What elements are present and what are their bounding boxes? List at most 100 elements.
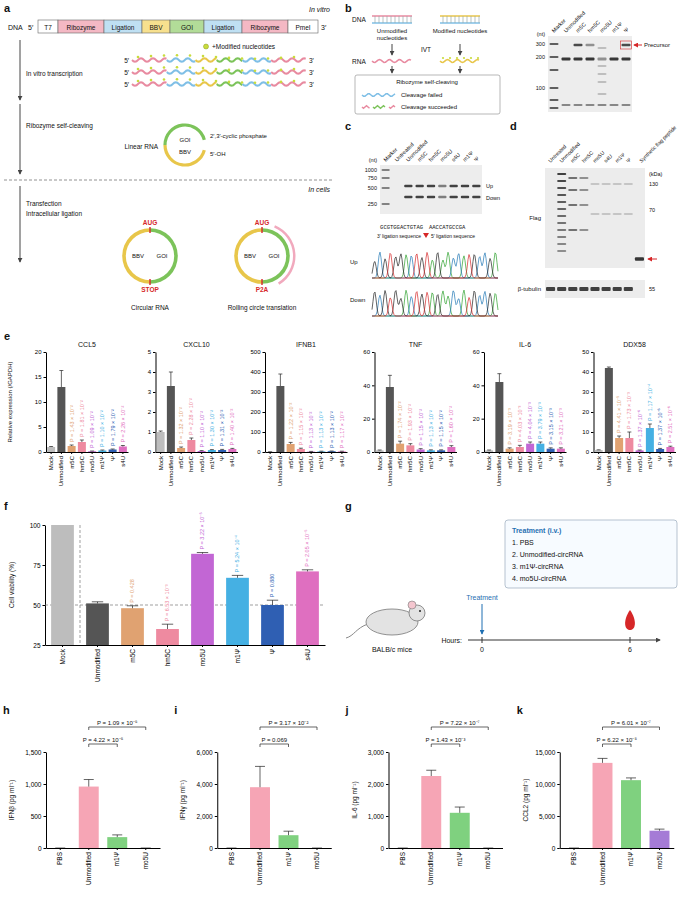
error-bar: [55, 848, 65, 849]
y-axis-line: [45, 526, 46, 646]
dna-strand: [440, 22, 480, 23]
x-tick-mark: [272, 645, 273, 647]
y-tick-label: 20: [363, 416, 370, 422]
lane-label: Ψ: [473, 155, 481, 163]
text-line: Modified nucleotides: [433, 28, 488, 34]
x-tick-label: hm5C: [79, 455, 85, 472]
x-tick-label: m5C: [507, 455, 513, 468]
p-value: P = 6.22 × 10⁻⁵: [597, 737, 638, 743]
y-tick: 0: [380, 845, 388, 852]
x-tick: Ψ: [110, 452, 116, 461]
x-tick-label: Mock: [377, 455, 383, 470]
error-bar: [429, 449, 433, 451]
x-axis-line: [560, 848, 674, 849]
bar: [485, 450, 493, 452]
y-tick-label: 5,000: [539, 813, 556, 820]
rna-strand: [196, 82, 217, 86]
time-tick: [482, 637, 483, 643]
p-value: P = 1.32 × 10⁻²: [178, 407, 184, 444]
gel-band: [461, 196, 469, 199]
modified-nucleotide: [293, 68, 296, 71]
label: BBV: [132, 253, 144, 259]
gel-band: [586, 104, 595, 106]
error-bar: [330, 451, 334, 452]
error-bar: [597, 449, 601, 450]
bar-chart: 01,0002,0003,000PBSUnmodifiedm1Ψmo5UIL-6…: [351, 720, 504, 885]
x-tick-mark: [560, 452, 561, 454]
arrow: [20, 186, 21, 262]
y-tick-mark: [43, 565, 46, 566]
modified-nucleotide: [267, 69, 270, 72]
bar: [376, 450, 384, 452]
y-tick-mark: [215, 816, 218, 817]
x-axis-line: [47, 452, 129, 453]
gel-band: [427, 196, 435, 199]
gel-band: [613, 183, 622, 185]
gel-band: [579, 189, 588, 191]
x-tick: Unmodified: [496, 452, 502, 486]
label: Cleavage succeeded: [401, 104, 457, 110]
plot-marks: [227, 766, 322, 848]
y-tick: 100: [250, 429, 265, 435]
label: 3′: [309, 69, 315, 76]
y-tick: 0: [552, 845, 560, 852]
p-value: P = 3.22 × 10⁻⁵: [199, 512, 205, 549]
size-label: 70: [649, 207, 655, 213]
x-tick-mark: [389, 452, 390, 454]
x-tick-mark: [639, 452, 640, 454]
y-tick-label: 60: [473, 349, 480, 355]
bar: [615, 438, 623, 452]
rna-strand: [243, 70, 272, 74]
y-axis: 255075100: [30, 522, 46, 649]
x-tick: Mock: [486, 452, 492, 470]
label: 3′: [309, 81, 315, 88]
x-tick-mark: [62, 645, 63, 647]
x-tick-label: Unmodified: [168, 456, 174, 486]
y-tick-mark: [557, 816, 560, 817]
bar-chart: 05001,0001,500PBSUnmodifiedm1Ψmo5UIFNβ (…: [8, 720, 161, 885]
y-tick-mark: [44, 848, 47, 849]
x-tick: Unmodified: [168, 452, 174, 486]
y-tick: 4: [148, 369, 156, 375]
timeline: [468, 640, 660, 641]
rna-strand: [167, 70, 196, 74]
rna-strand: [271, 58, 306, 62]
comparison-bracket: [89, 727, 146, 730]
bar: [593, 763, 613, 848]
x-tick-label: m5C: [397, 455, 403, 468]
x-axis-line: [389, 848, 503, 849]
p-value: P = 6.01 × 10⁻⁷: [611, 720, 651, 726]
y-tick-label: 50: [33, 602, 41, 609]
label: Linear RNA: [124, 143, 158, 150]
gel-band: [557, 222, 566, 224]
y-tick-mark: [263, 452, 266, 453]
bar: [317, 451, 325, 452]
p-value: P = 4.03 × 10⁻³: [517, 405, 523, 442]
p-value: P = 1.37 × 10⁻⁶: [657, 408, 663, 445]
label: GOI: [268, 253, 279, 259]
y-tick-mark: [591, 412, 594, 413]
x-tick: mo5U: [142, 848, 149, 869]
gel-band: [568, 177, 577, 179]
label: DNA: [352, 16, 366, 23]
x-tick-mark: [321, 452, 322, 454]
x-tick: m5C: [397, 452, 403, 469]
p-value: P = 0.428: [129, 579, 135, 603]
y-tick: 40: [582, 369, 593, 375]
gel-band: [562, 58, 571, 61]
y-tick-mark: [44, 427, 47, 428]
construct-segment: [288, 20, 318, 33]
p-value: P = 1.79 × 10⁻²: [110, 409, 116, 446]
arrow: [392, 44, 393, 55]
size-label: 500: [368, 185, 377, 191]
y-tick: 0: [148, 449, 156, 455]
label: Down: [350, 297, 365, 303]
y-tick: 200: [250, 409, 265, 415]
panel-letter: a: [4, 2, 11, 14]
x-tick-mark: [117, 848, 118, 850]
lane-label: m5C: [416, 150, 428, 162]
error-bar: [111, 449, 115, 451]
label: 5′: [28, 24, 34, 31]
size-label: 130: [649, 181, 658, 187]
x-tick: m1Ψ: [113, 848, 120, 866]
